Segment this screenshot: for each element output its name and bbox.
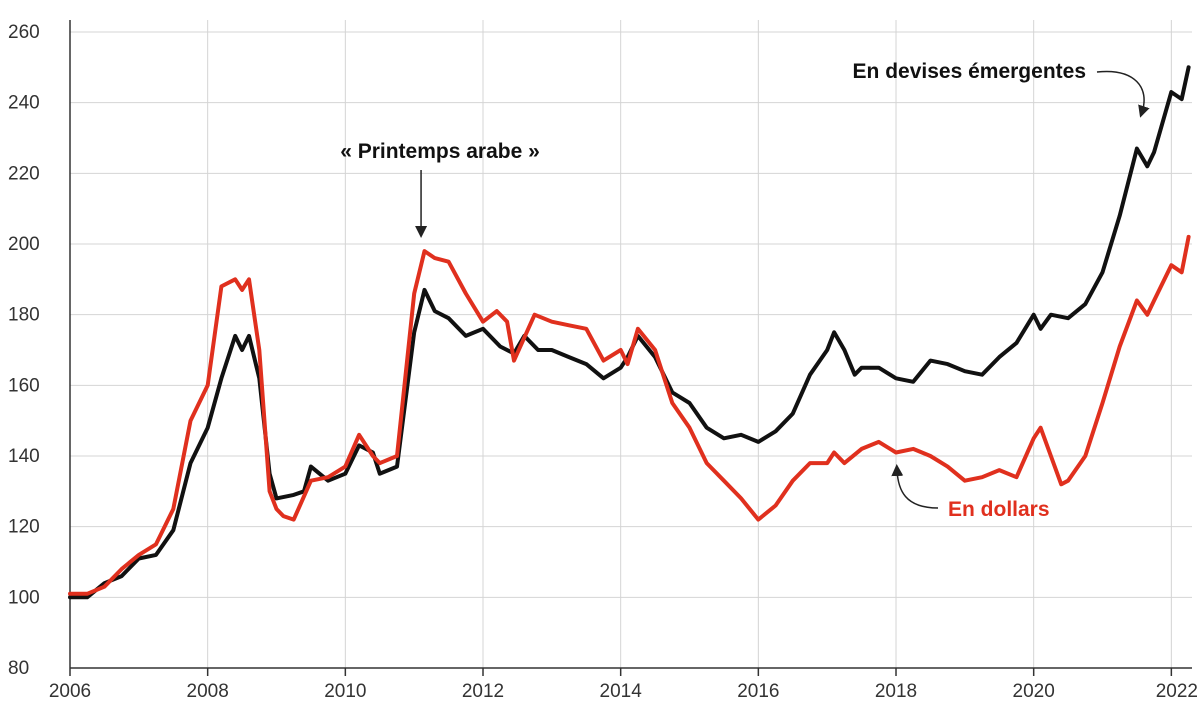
x-tick-label: 2012 xyxy=(462,681,504,702)
x-tick-label: 2010 xyxy=(324,681,366,702)
x-tick-label: 2022 xyxy=(1156,681,1198,702)
annotation-dollars-arrow xyxy=(891,464,939,509)
grid xyxy=(69,20,1192,676)
annotation-emerging: En devises émergentes xyxy=(853,60,1086,83)
tick-labels: 80 100 120 140 160 180 200 220 240 260 2006 2008 201… xyxy=(8,22,1198,702)
y-tick-label: 120 xyxy=(8,517,40,538)
y-tick-label: 260 xyxy=(8,22,40,43)
y-tick-label: 140 xyxy=(8,446,40,467)
annotation-dollars: En dollars xyxy=(948,498,1050,521)
series-lines xyxy=(68,65,1191,600)
series-line-emerging xyxy=(68,65,1191,600)
y-tick-label: 220 xyxy=(8,163,40,184)
x-tick-label: 2008 xyxy=(187,681,229,702)
annotations: « Printemps arabe » En devises émergentes… xyxy=(340,60,1150,521)
x-tick-label: 2006 xyxy=(49,681,91,702)
y-tick-label: 240 xyxy=(8,93,40,114)
y-tick-label: 80 xyxy=(8,658,29,679)
y-tick-label: 100 xyxy=(8,587,40,608)
y-tick-label: 200 xyxy=(8,234,40,255)
x-tick-label: 2020 xyxy=(1013,681,1055,702)
x-tick-label: 2018 xyxy=(875,681,917,702)
y-tick-label: 160 xyxy=(8,375,40,396)
y-tick-label: 180 xyxy=(8,305,40,326)
x-tick-label: 2016 xyxy=(737,681,779,702)
x-tick-label: 2014 xyxy=(600,681,643,702)
annotation-arab-spring: « Printemps arabe » xyxy=(340,140,540,163)
annotation-emerging-arrow xyxy=(1096,70,1150,118)
series-line-dollars xyxy=(68,234,1191,596)
